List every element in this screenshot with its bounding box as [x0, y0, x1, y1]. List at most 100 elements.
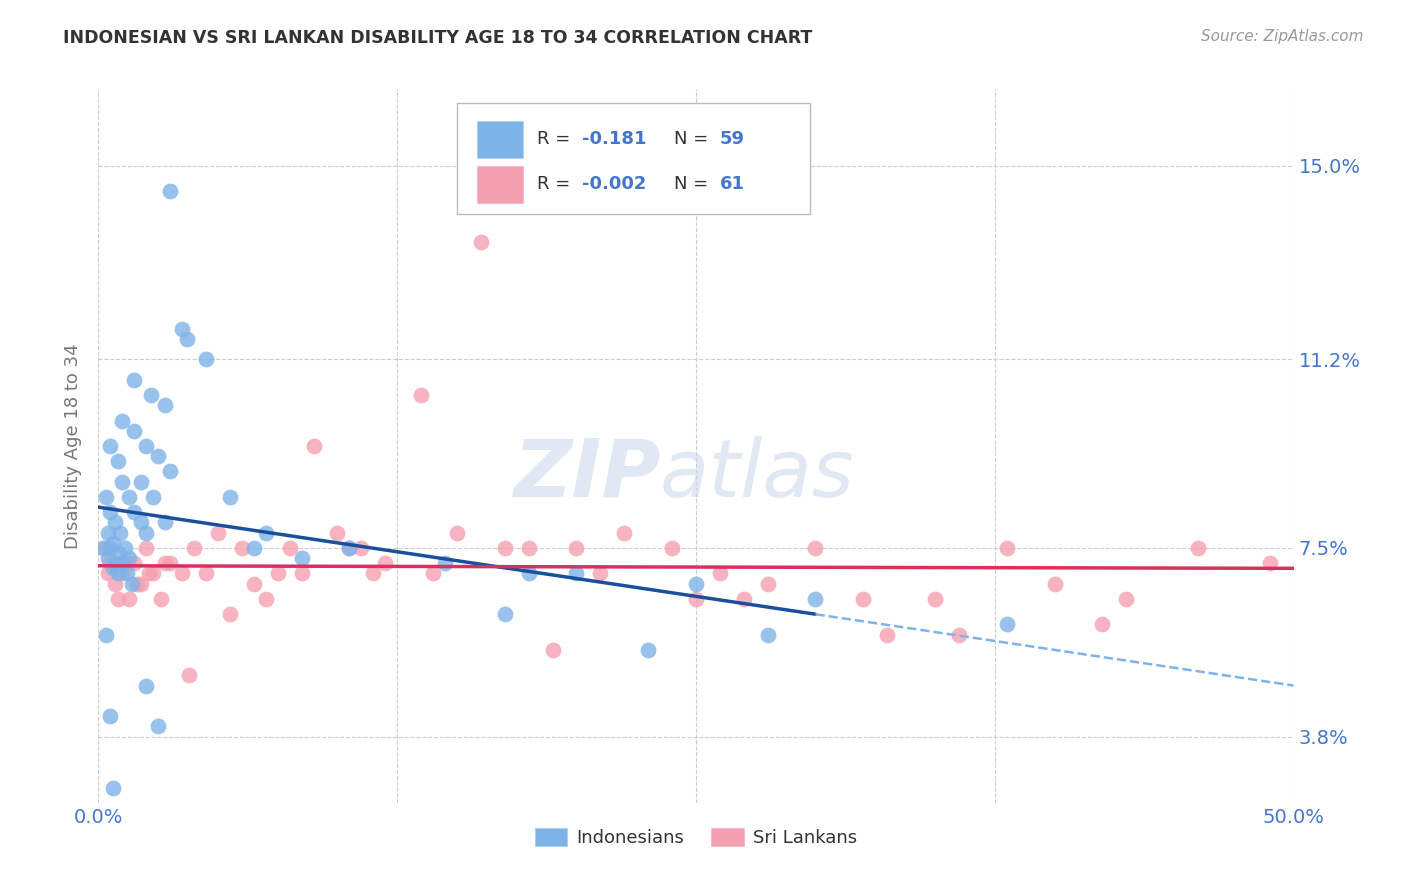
- Point: [98, 709, 122, 723]
- Y-axis label: Disability Age 18 to 34: Disability Age 18 to 34: [63, 343, 82, 549]
- Point: [1043, 576, 1066, 591]
- Point: [291, 551, 314, 566]
- Text: Source: ZipAtlas.com: Source: ZipAtlas.com: [1201, 29, 1364, 44]
- Point: [339, 541, 361, 555]
- Point: [195, 566, 218, 581]
- Point: [155, 556, 177, 570]
- Point: [91, 541, 114, 555]
- Point: [101, 561, 124, 575]
- Point: [1091, 617, 1114, 632]
- Point: [159, 465, 181, 479]
- Point: [517, 566, 540, 581]
- Point: [107, 566, 129, 581]
- Point: [876, 627, 898, 641]
- Point: [107, 546, 129, 560]
- Point: [709, 566, 731, 581]
- Point: [108, 525, 131, 540]
- Point: [565, 566, 588, 581]
- FancyBboxPatch shape: [457, 103, 810, 214]
- Point: [804, 591, 827, 606]
- Point: [131, 475, 153, 489]
- Point: [589, 566, 612, 581]
- Point: [1115, 591, 1137, 606]
- Text: N =: N =: [675, 130, 714, 148]
- Point: [195, 352, 218, 367]
- Point: [1187, 541, 1209, 555]
- Point: [470, 235, 492, 249]
- Point: [111, 413, 134, 427]
- Point: [176, 332, 198, 346]
- Point: [613, 525, 636, 540]
- Point: [172, 566, 194, 581]
- Point: [804, 541, 827, 555]
- Point: [142, 490, 165, 504]
- Point: [363, 566, 385, 581]
- Point: [637, 643, 659, 657]
- Point: [115, 566, 138, 581]
- Point: [231, 541, 253, 555]
- Point: [135, 541, 157, 555]
- Point: [159, 184, 181, 198]
- Point: [148, 719, 170, 733]
- Point: [111, 566, 134, 581]
- Point: [98, 439, 122, 453]
- Text: N =: N =: [675, 175, 714, 193]
- Point: [219, 490, 242, 504]
- Point: [434, 556, 457, 570]
- Point: [94, 490, 117, 504]
- Point: [125, 576, 148, 591]
- Point: [1258, 556, 1281, 570]
- Point: [131, 576, 153, 591]
- Point: [138, 566, 160, 581]
- Point: [139, 388, 162, 402]
- Point: [148, 449, 170, 463]
- Point: [104, 576, 127, 591]
- Point: [924, 591, 946, 606]
- Point: [207, 525, 229, 540]
- Legend: Indonesians, Sri Lankans: Indonesians, Sri Lankans: [527, 822, 865, 855]
- Point: [94, 627, 117, 641]
- Point: [118, 490, 141, 504]
- Point: [339, 541, 361, 555]
- Point: [97, 566, 120, 581]
- Point: [278, 541, 301, 555]
- Point: [254, 591, 277, 606]
- Point: [541, 643, 564, 657]
- Text: 61: 61: [720, 175, 745, 193]
- Text: atlas: atlas: [661, 435, 855, 514]
- Point: [101, 780, 124, 795]
- Point: [135, 439, 157, 453]
- Point: [97, 551, 120, 566]
- Point: [118, 591, 141, 606]
- Text: ZIP: ZIP: [513, 435, 661, 514]
- Point: [756, 576, 779, 591]
- Point: [111, 475, 134, 489]
- Point: [101, 536, 124, 550]
- Point: [219, 607, 242, 622]
- Point: [756, 627, 779, 641]
- Text: -0.181: -0.181: [582, 130, 647, 148]
- Point: [111, 556, 134, 570]
- Point: [183, 541, 205, 555]
- Point: [254, 525, 277, 540]
- Point: [124, 424, 146, 438]
- Point: [852, 591, 875, 606]
- Text: 59: 59: [720, 130, 745, 148]
- Point: [159, 556, 181, 570]
- Point: [104, 556, 127, 570]
- Point: [97, 525, 120, 540]
- Point: [124, 505, 146, 519]
- Point: [94, 541, 117, 555]
- Point: [995, 617, 1018, 632]
- Point: [135, 679, 157, 693]
- Point: [135, 525, 157, 540]
- Point: [661, 541, 683, 555]
- Point: [422, 566, 444, 581]
- Point: [267, 566, 290, 581]
- Point: [565, 541, 588, 555]
- Point: [104, 516, 127, 530]
- Point: [494, 541, 516, 555]
- Point: [179, 668, 201, 682]
- Point: [131, 516, 153, 530]
- Point: [733, 591, 755, 606]
